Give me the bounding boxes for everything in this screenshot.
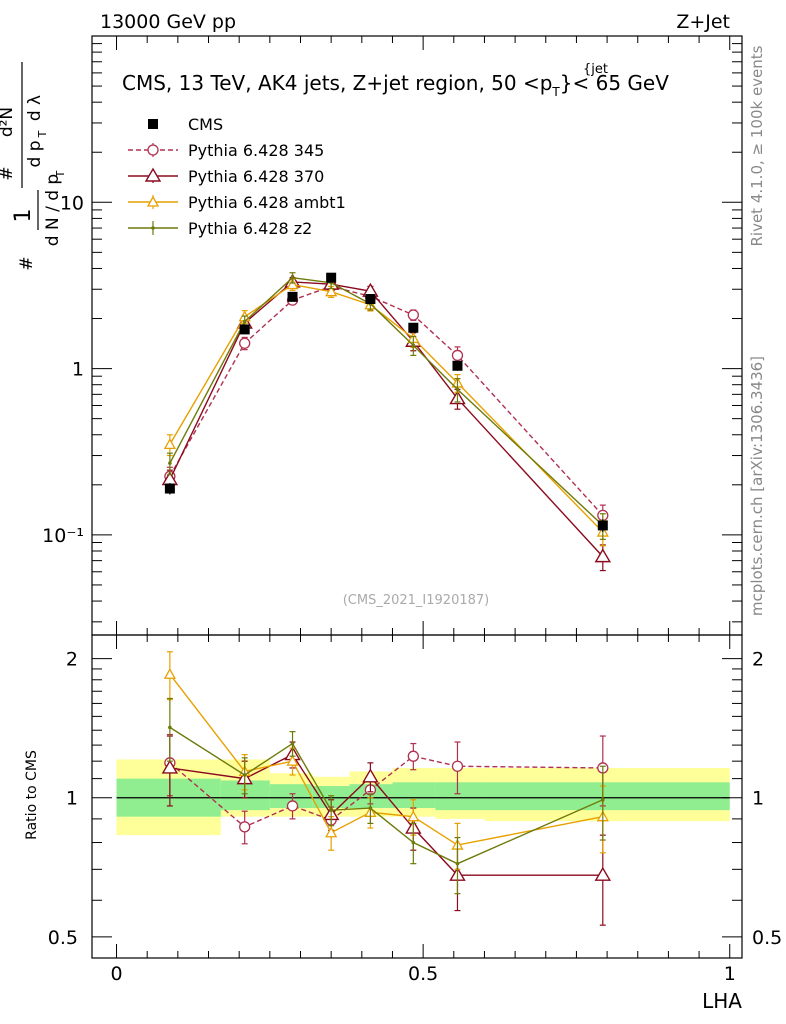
ratio-point-ambt1 <box>325 826 338 838</box>
main-point-cms <box>239 324 250 335</box>
plot-title: CMS, 13 TeV, AK4 jets, Z+jet region, 50 … <box>122 62 669 99</box>
ratio-y-tick-label: 1 <box>66 788 78 810</box>
ratio-frame <box>91 634 743 959</box>
main-point-z2 <box>290 275 295 280</box>
ratio-point-p345 <box>239 821 251 833</box>
analysis-id: (CMS_2021_I1920187) <box>343 593 490 608</box>
ratio-point-p370 <box>362 768 379 783</box>
svg-text:d λ: d λ <box>25 95 45 121</box>
y-tick-label: 1 <box>72 359 84 381</box>
main-line-z2 <box>169 276 604 526</box>
ratio-point-p345 <box>451 760 464 772</box>
energy-label: 13000 GeV pp <box>100 11 236 33</box>
x-tick-label: 0 <box>110 963 122 985</box>
main-point-z2 <box>168 461 172 465</box>
ratio-ylabel: Ratio to CMS <box>24 750 40 840</box>
legend-label-p370: Pythia 6.428 370 <box>188 167 324 186</box>
main-point-z2 <box>455 387 460 392</box>
ratio-y-tick-label-right: 1 <box>752 788 764 810</box>
y-tick-label: 10 <box>60 192 84 214</box>
legend-label-ambt1: Pythia 6.428 ambt1 <box>188 193 346 212</box>
main-point-p345 <box>451 349 464 362</box>
title-tail: }< 65 GeV <box>560 71 669 95</box>
main-point-ambt1 <box>163 438 176 450</box>
ratio-point-p370 <box>594 866 612 881</box>
legend-marker-p370 <box>144 167 162 182</box>
main-line-ambt1 <box>169 283 604 533</box>
band-stat-1 <box>220 780 270 811</box>
main-point-cms <box>452 360 463 371</box>
x-tick-label: 0.5 <box>408 963 438 985</box>
main-line-p345 <box>169 285 604 516</box>
ratio-panel: 0 0.5 1 0.5 0.5 1 1 2 2 <box>48 634 782 985</box>
x-tick-label: 1 <box>724 963 736 985</box>
main-point-cms <box>408 322 419 333</box>
ratio-point-ambt1 <box>286 754 299 766</box>
ratio-line-p345 <box>169 755 603 828</box>
title-sub: T <box>551 85 560 99</box>
ratio-point-z2 <box>455 861 460 866</box>
rivet-version-label: Rivet 4.1.0, ≥ 100k events <box>748 45 766 246</box>
main-line-p370 <box>169 281 604 558</box>
legend-marker-p345 <box>147 144 159 156</box>
main-point-p345 <box>239 337 251 349</box>
ratio-point-z2 <box>168 725 172 730</box>
legend-label-p345: Pythia 6.428 345 <box>188 141 324 160</box>
ratio-y-tick-label-right: 0.5 <box>752 927 782 949</box>
legend: CMS Pythia 6.428 345 Pythia 6.428 370 Pythi… <box>128 115 346 238</box>
ratio-point-z2 <box>329 808 333 812</box>
ratio-line-z2 <box>169 726 604 865</box>
ratio-point-ambt1 <box>163 667 176 679</box>
ratio-point-z2 <box>601 797 605 802</box>
main-point-ambt1 <box>325 285 338 297</box>
svg-text:d p: d p <box>25 141 45 168</box>
band-stat-2 <box>269 784 313 809</box>
legend-label-cms: CMS <box>188 115 223 134</box>
title-main: CMS, 13 TeV, AK4 jets, Z+jet region, 50 … <box>122 71 552 95</box>
ratio-point-z2 <box>290 741 295 746</box>
main-point-cms <box>287 291 298 302</box>
ratio-y-tick-label: 0.5 <box>48 927 78 949</box>
y-tick-label: 10⁻¹ <box>42 525 84 547</box>
legend-marker-ambt1 <box>146 195 160 207</box>
legend-marker-z2 <box>151 226 155 230</box>
ratio-point-p345 <box>286 800 299 812</box>
source-label: mcplots.cern.ch [arXiv:1306.3436] <box>748 356 766 616</box>
ratio-line-p370 <box>169 753 603 876</box>
ratio-point-z2 <box>368 806 373 810</box>
title-sup: {jet <box>583 62 608 77</box>
svg-text:T: T <box>36 130 49 138</box>
main-point-cms <box>365 294 376 305</box>
ratio-point-p370 <box>161 759 179 774</box>
svg-text:d N / d p: d N / d p <box>43 174 63 246</box>
main-point-cms <box>164 483 175 494</box>
band-stat-7 <box>484 782 730 811</box>
svg-text:CMS, 13 TeV, AK4 jets, Z+jet r: CMS, 13 TeV, AK4 jets, Z+jet region, 50 … <box>122 71 669 99</box>
legend-label-z2: Pythia 6.428 z2 <box>188 219 312 238</box>
ratio-y-tick-label: 2 <box>66 649 78 671</box>
svg-text:T: T <box>54 170 67 178</box>
x-axis-label: LHA <box>702 989 742 1013</box>
main-point-z2 <box>411 343 416 348</box>
ratio-point-p345 <box>407 750 419 762</box>
ratio-point-z2 <box>411 840 416 845</box>
ratio-point-ambt1 <box>407 810 420 822</box>
main-point-cms <box>597 520 608 531</box>
process-label: Z+Jet <box>676 11 730 33</box>
main-point-z2 <box>242 319 247 324</box>
main-ylabel: # 1 # d²N d N / d p T d p T d λ <box>0 62 67 271</box>
ratio-y-tick-label-right: 2 <box>752 649 764 671</box>
main-point-p370 <box>594 548 612 563</box>
svg-text:# 1 # d²N: # 1 # d²N <box>0 107 38 271</box>
main-point-cms <box>326 272 337 283</box>
band-stat-6 <box>435 782 485 811</box>
band-stat-5 <box>392 782 436 809</box>
main-point-ambt1 <box>286 278 299 290</box>
legend-marker-cms <box>148 119 158 129</box>
main-point-p345 <box>407 309 419 321</box>
main-panel: 10⁻¹ 1 10 <box>42 35 743 636</box>
ratio-point-z2 <box>242 773 247 777</box>
